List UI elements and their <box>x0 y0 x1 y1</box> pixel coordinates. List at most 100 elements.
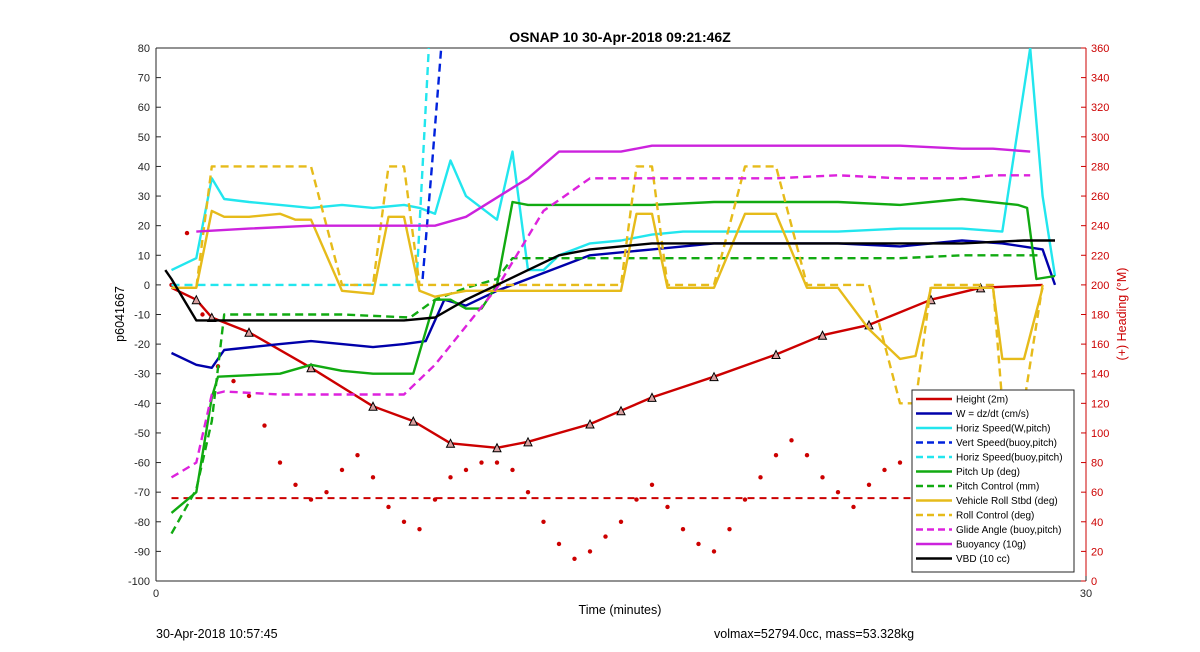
heading-point <box>742 497 748 502</box>
heading-point <box>510 467 515 473</box>
legend-label: Horiz Speed(buoy,pitch) <box>956 453 1063 464</box>
heading-point <box>866 482 872 487</box>
legend-label: Roll Control (deg) <box>956 511 1034 522</box>
legend-label: Horiz Speed(W,pitch) <box>956 424 1050 435</box>
heading-point <box>711 549 717 554</box>
heading-point <box>603 534 608 539</box>
height-marker <box>585 418 595 429</box>
right-tick-label: 200 <box>1091 280 1109 292</box>
series-line <box>171 209 1044 361</box>
left-tick-label: 50 <box>138 132 150 144</box>
y-axis-label-left: p6041667 <box>113 286 127 342</box>
left-tick-label: 10 <box>138 250 150 262</box>
heading-point <box>758 475 763 480</box>
height-marker <box>616 405 626 416</box>
series-line <box>170 239 1057 369</box>
series-line <box>170 254 1043 535</box>
heading-point <box>804 452 810 458</box>
heading-point <box>386 504 391 510</box>
heading-point <box>277 460 283 465</box>
heading-point <box>696 541 701 547</box>
right-tick-label: 340 <box>1091 73 1109 85</box>
height-marker <box>709 371 719 382</box>
series-line <box>196 144 1031 233</box>
height-marker <box>817 330 828 340</box>
heading-point <box>293 482 298 487</box>
series-line <box>171 48 430 287</box>
heading-point <box>882 467 887 473</box>
legend-label: Buoyancy (10g) <box>956 540 1026 551</box>
heading-point <box>246 393 252 399</box>
heading-point <box>572 556 577 561</box>
legend-label: Vehicle Roll Stbd (deg) <box>956 496 1058 507</box>
heading-point <box>448 475 453 480</box>
height-marker <box>191 294 202 305</box>
height-marker <box>306 362 316 373</box>
left-tick-label: 30 <box>138 191 150 203</box>
right-tick-label: 0 <box>1091 576 1097 588</box>
left-tick-label: -20 <box>134 339 150 351</box>
heading-point <box>432 497 438 502</box>
right-tick-label: 360 <box>1091 43 1109 55</box>
right-tick-label: 120 <box>1091 398 1109 410</box>
right-tick-label: 300 <box>1091 132 1109 144</box>
heading-point <box>820 475 825 480</box>
heading-point <box>727 526 732 532</box>
height-marker <box>492 442 502 453</box>
height-marker <box>523 436 533 447</box>
heading-point <box>262 423 267 428</box>
legend-label: Pitch Control (mm) <box>956 482 1039 493</box>
heading-point <box>370 475 376 480</box>
legend-label: VBD (10 cc) <box>956 554 1010 565</box>
series-line <box>164 239 1055 322</box>
heading-point <box>339 467 345 473</box>
x-axis-label: Time (minutes) <box>579 603 662 617</box>
left-tick-label: 80 <box>138 43 150 55</box>
right-tick-label: 160 <box>1091 339 1109 351</box>
left-tick-label: 60 <box>138 102 150 114</box>
legend-label: Glide Angle (buoy,pitch) <box>956 525 1061 536</box>
footer-vehicle-params: volmax=52794.0cc, mass=53.328kg <box>714 627 915 641</box>
left-tick-label: -50 <box>134 428 150 440</box>
left-tick-label: 0 <box>144 280 150 292</box>
heading-point <box>851 504 856 510</box>
heading-point <box>897 460 903 465</box>
legend: Height (2m) W = dz/dt (cm/s) Horiz Speed(W… <box>911 389 1075 573</box>
height-marker <box>445 438 456 448</box>
left-tick-label: 20 <box>138 221 150 233</box>
height-marker <box>647 392 657 402</box>
heading-point <box>479 460 484 465</box>
right-tick-label: 100 <box>1091 428 1109 440</box>
x-axis-ticks: 0 30 <box>153 576 1092 600</box>
heading-point <box>773 452 779 458</box>
left-tick-label: 70 <box>138 73 150 85</box>
height-marker <box>771 349 781 359</box>
right-tick-label: 240 <box>1091 221 1109 233</box>
left-tick-label: -80 <box>134 517 150 529</box>
height-marker <box>368 401 378 411</box>
legend-label: Pitch Up (deg) <box>956 467 1020 478</box>
series-line <box>170 174 1031 479</box>
heading-point <box>789 438 794 443</box>
chart-title: OSNAP 10 30-Apr-2018 09:21:46Z <box>509 29 731 45</box>
heading-point <box>463 467 469 473</box>
left-tick-label: -100 <box>128 576 150 588</box>
right-tick-label: 220 <box>1091 250 1109 262</box>
heading-point <box>665 504 670 510</box>
left-tick-label: -60 <box>134 458 150 470</box>
left-tick-label: -70 <box>134 487 150 499</box>
legend-label: W = dz/dt (cm/s) <box>956 409 1029 420</box>
right-axis-ticks: 3603403203002802602402202001801601401201… <box>1081 43 1109 588</box>
right-tick-label: 180 <box>1091 310 1109 322</box>
left-tick-label: 40 <box>138 161 150 173</box>
left-tick-label: -90 <box>134 546 150 558</box>
right-tick-label: 320 <box>1091 102 1109 114</box>
legend-box <box>911 389 1075 573</box>
right-tick-label: 260 <box>1091 191 1109 203</box>
heading-point <box>417 526 422 532</box>
heading-point <box>494 460 500 465</box>
heading-point <box>618 519 624 524</box>
x-tick-label: 0 <box>153 588 159 600</box>
legend-label: Vert Speed(buoy,pitch) <box>956 438 1057 449</box>
